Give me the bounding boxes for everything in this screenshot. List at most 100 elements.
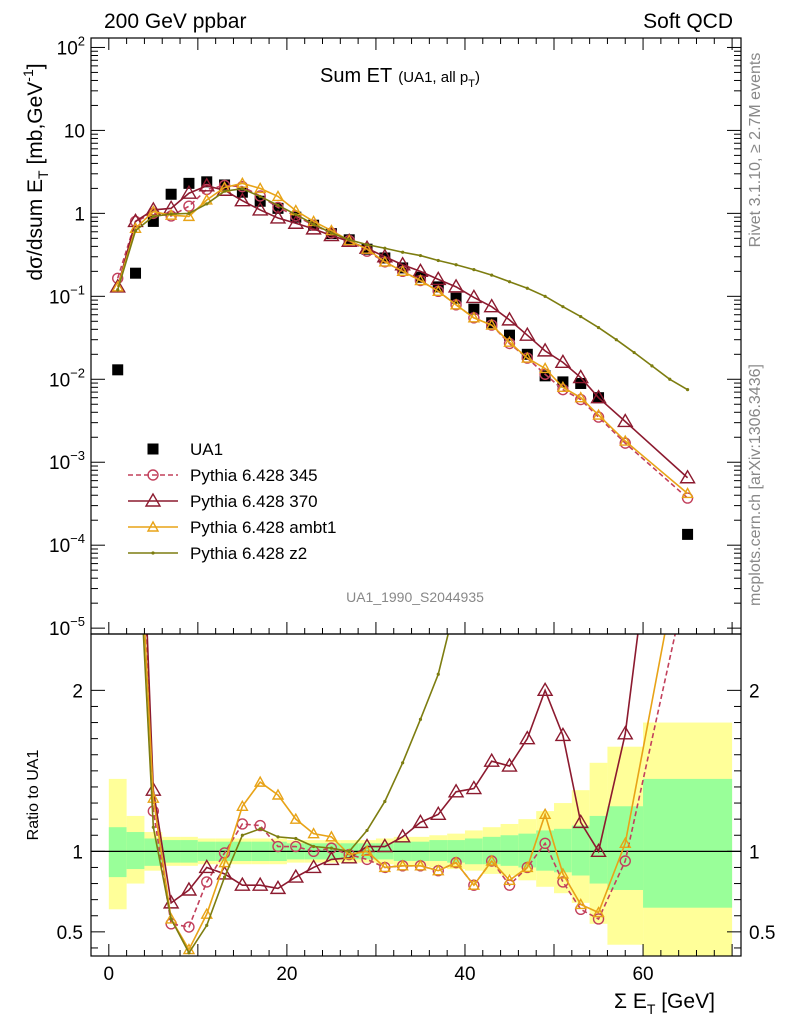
data-point-dot — [151, 214, 155, 218]
uncertainty-band-inner — [144, 838, 163, 866]
data-point-triangle-small — [182, 209, 196, 222]
series-line — [116, 187, 688, 391]
data-point-dot — [383, 246, 387, 250]
data-point-triangle — [447, 783, 465, 798]
ratio-y-axis-label: Ratio to UA1 — [25, 750, 42, 841]
data-point-triangle — [617, 725, 634, 740]
series-line — [116, 182, 689, 495]
data-point-dot — [151, 825, 155, 829]
data-point-dot — [596, 325, 601, 330]
uncertainty-band-inner — [126, 832, 145, 870]
data-point-triangle-small — [485, 854, 498, 866]
uncertainty-band-inner — [518, 833, 537, 868]
data-point-triangle-small — [619, 836, 632, 848]
data-point-dot — [116, 288, 120, 292]
data-point-square — [468, 303, 480, 315]
series-4 — [116, 187, 690, 392]
data-point-square — [201, 176, 213, 188]
data-point-triangle — [269, 879, 287, 895]
data-point-triangle — [519, 326, 536, 341]
data-point-triangle — [554, 353, 572, 369]
data-point-circle — [201, 876, 213, 888]
chart-title: Sum ET (UA1, all pT) — [320, 65, 480, 90]
data-point-triangle-small — [200, 907, 213, 919]
data-point-triangle-small — [556, 867, 570, 879]
uncertainty-band-inner — [482, 836, 501, 865]
data-point-triangle-small — [131, 444, 141, 453]
ratio-line — [145, 634, 676, 928]
data-point-square — [539, 370, 551, 382]
ratio-series-layer — [131, 233, 695, 955]
ratio-y-tick-label-right: 0.5 — [749, 923, 775, 944]
series-line — [116, 184, 689, 479]
uncertainty-band-inner — [108, 827, 127, 878]
ratio-line — [144, 634, 666, 952]
data-point-dot — [347, 238, 351, 242]
data-point-triangle — [465, 289, 483, 304]
ratio-y-tick-label-right: 1 — [749, 842, 760, 863]
data-point-triangle — [681, 233, 695, 245]
y-tick-label: 1 — [74, 204, 85, 225]
data-point-triangle-small — [343, 848, 356, 860]
data-point-triangle-small — [378, 255, 392, 267]
data-point-triangle-small — [538, 362, 552, 374]
data-point-dot — [454, 263, 458, 267]
legend-label: Pythia 6.428 370 — [190, 492, 318, 511]
data-point-dot — [401, 761, 405, 765]
data-point-dot — [365, 828, 369, 833]
y-tick-label: 10−4 — [49, 531, 85, 557]
data-point-circle — [361, 853, 373, 866]
header-left: 200 GeV ppbar — [104, 10, 246, 33]
data-point-dot — [151, 551, 155, 555]
uncertainty-band-inner — [571, 825, 590, 876]
uncertainty-band-inner — [500, 835, 519, 866]
data-point-triangle — [501, 311, 518, 326]
data-point-dot — [579, 314, 583, 319]
main-axes: 102 10 1 10−1 10−2 10−3 10−4 10−5 — [49, 33, 742, 640]
data-point-square — [183, 177, 195, 189]
ratio-y-tick-label: 1 — [72, 842, 83, 863]
data-point-triangle-small — [360, 242, 374, 254]
data-point-triangle — [234, 876, 251, 891]
ratio-line — [146, 634, 639, 905]
data-point-dot — [294, 836, 298, 841]
data-point-dot — [329, 231, 334, 235]
data-point-triangle — [447, 278, 465, 293]
x-tick-label: 20 — [276, 964, 297, 985]
data-point-dot — [205, 202, 209, 206]
data-point-triangle — [572, 369, 589, 384]
data-point-triangle — [519, 730, 536, 745]
data-point-square — [147, 215, 159, 227]
y-tick-label: 10−5 — [49, 614, 85, 640]
data-point-dot — [668, 377, 672, 381]
data-point-circle — [575, 393, 587, 406]
data-point-dot — [240, 833, 244, 837]
data-point-dot — [258, 194, 262, 199]
data-point-triangle-small — [503, 873, 516, 886]
data-point-circle — [619, 855, 631, 867]
data-point-triangle — [394, 256, 411, 271]
data-point-circle — [272, 840, 284, 853]
data-point-triangle — [198, 177, 215, 192]
data-point-triangle — [323, 851, 340, 866]
data-point-triangle — [251, 876, 269, 891]
data-point-dot — [507, 280, 512, 284]
data-point-circle — [683, 573, 693, 583]
data-point-circle — [183, 921, 195, 933]
data-point-triangle-small — [271, 788, 285, 800]
header-right: Soft QCD — [643, 10, 733, 33]
ratio-axes: 0.5 0.51 12 20 20 40 60 — [57, 633, 775, 985]
data-point-dot — [258, 827, 262, 831]
data-point-circle — [619, 437, 631, 449]
data-point-dot — [472, 267, 476, 272]
ratio-y-tick-label: 2 — [72, 681, 83, 702]
y-tick-label: 10−3 — [49, 448, 85, 474]
data-point-dot — [276, 835, 280, 839]
data-point-triangle-small — [521, 351, 534, 363]
legend-entry: Pythia 6.428 z2 — [128, 544, 307, 563]
data-point-triangle — [430, 805, 447, 821]
data-point-triangle-small — [538, 807, 552, 820]
data-point-dot — [401, 250, 405, 254]
data-point-triangle — [394, 828, 411, 843]
